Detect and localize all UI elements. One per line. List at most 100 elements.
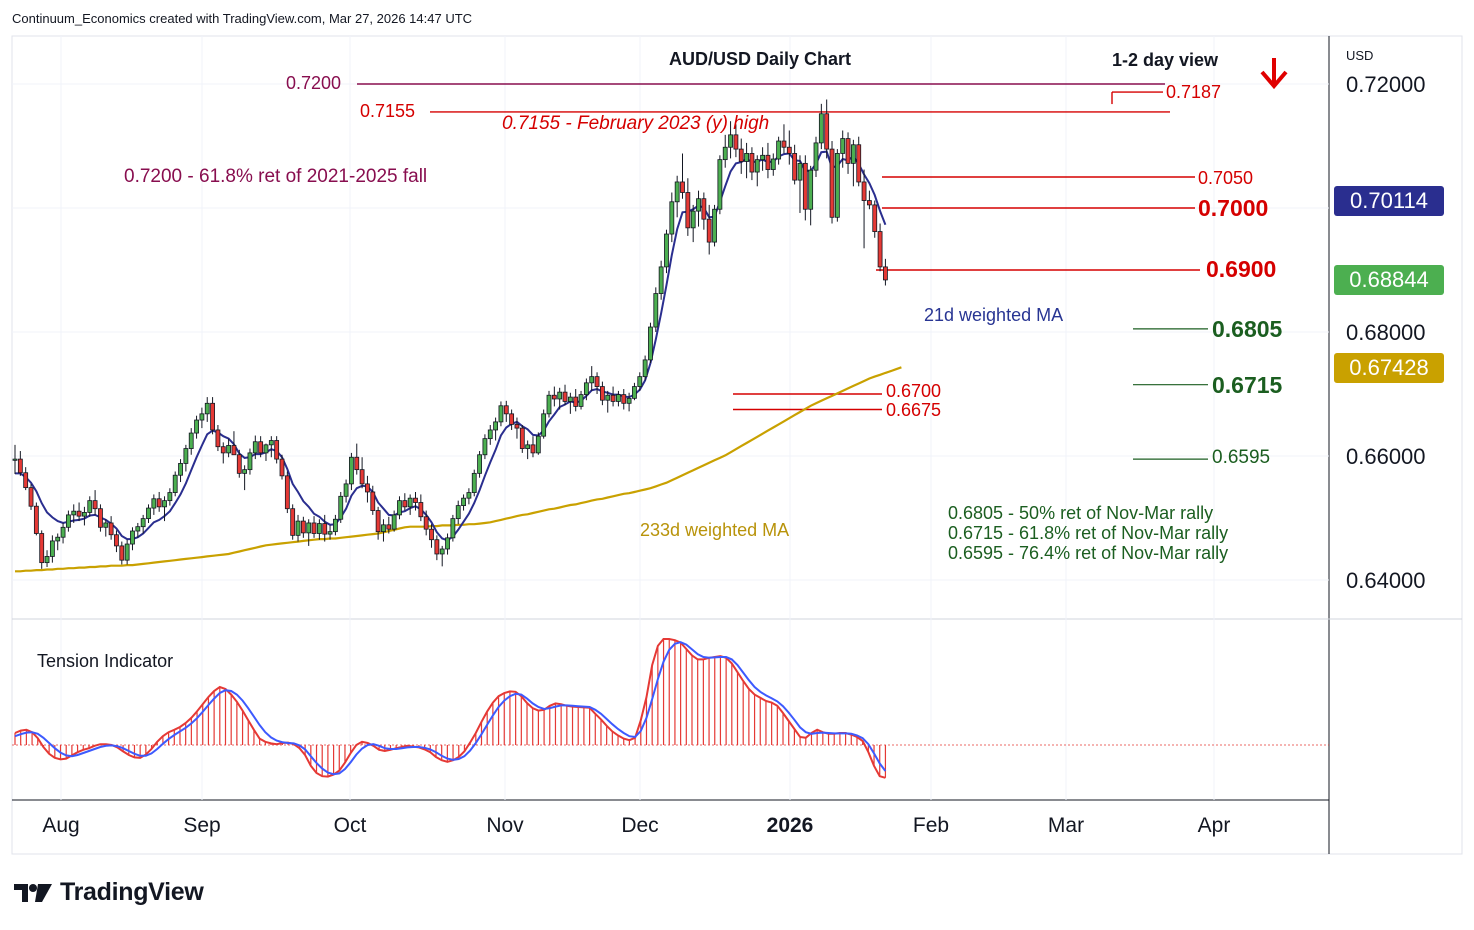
candle-body-up <box>808 169 814 210</box>
candle <box>872 200 878 238</box>
candle-body-down <box>76 510 82 517</box>
candle-body-down <box>792 153 798 181</box>
candle-body-up <box>770 158 776 170</box>
feb-high-note: 0.7155 - February 2023 (y) high <box>502 113 770 134</box>
candle-body-down <box>701 198 707 220</box>
candle-body-up <box>12 458 18 461</box>
candle <box>76 502 82 522</box>
candle-body-up <box>87 500 93 513</box>
candle <box>247 448 253 475</box>
candle-body-up <box>760 154 765 161</box>
candle <box>295 514 301 542</box>
candle-body-down <box>359 469 365 485</box>
candle <box>461 494 466 511</box>
candle <box>883 258 888 286</box>
candle-body-down <box>17 458 23 474</box>
tradingview-logo-icon <box>14 883 52 902</box>
candle-body-up <box>557 391 563 400</box>
candle <box>108 516 114 540</box>
candle-body-up <box>664 233 669 268</box>
candle <box>450 514 456 542</box>
candle-body-up <box>268 440 274 446</box>
candle <box>386 516 392 534</box>
candle-body-down <box>503 405 509 415</box>
candle-body-up <box>541 413 547 437</box>
candle-body-down <box>551 394 557 400</box>
candle <box>760 147 765 171</box>
candle-body-up <box>840 138 846 154</box>
candle <box>808 165 814 226</box>
candle <box>92 490 98 515</box>
candle <box>402 493 408 511</box>
level-label-6805: 0.6805 <box>1212 316 1283 342</box>
candle <box>642 355 648 381</box>
candle-body-up <box>648 326 653 361</box>
chart-title: AUD/USD Daily Chart <box>669 49 851 69</box>
candle <box>375 506 381 540</box>
candle-body-down <box>258 441 264 454</box>
price-tag-ma21: 0.70114 <box>1334 186 1444 216</box>
candle <box>765 142 771 179</box>
candle <box>669 192 675 243</box>
candle <box>156 491 162 512</box>
candle <box>429 524 434 548</box>
time-tick-label: Oct <box>334 814 367 837</box>
candle <box>220 442 226 464</box>
candle <box>60 522 66 544</box>
ma21-polyline <box>15 150 887 542</box>
candle-body-down <box>215 429 221 448</box>
candle-body-down <box>23 472 29 489</box>
candle-body-down <box>210 402 215 431</box>
candle-body-down <box>861 181 867 201</box>
candle-body-down <box>883 266 888 281</box>
candle-body-down <box>856 144 862 183</box>
candle-body-up <box>263 444 269 454</box>
tension-indicator <box>12 638 1329 779</box>
candle-body-up <box>183 448 189 464</box>
candle-body-up <box>445 537 450 550</box>
candle-body-up <box>632 386 637 399</box>
candle <box>439 545 445 567</box>
candle-body-up <box>674 181 680 203</box>
candle <box>541 409 547 439</box>
candle-body-up <box>146 507 151 520</box>
candle <box>680 153 685 199</box>
candle-body-up <box>493 421 499 431</box>
tradingview-brand-text: TradingView <box>60 878 204 906</box>
candle-body-down <box>562 391 568 402</box>
candle <box>258 436 264 458</box>
candle-body-down <box>274 440 280 460</box>
candle <box>391 510 397 532</box>
candle-body-up <box>605 394 611 401</box>
candle-body-down <box>530 444 536 454</box>
candle-body-up <box>194 419 199 434</box>
candle <box>114 530 119 553</box>
down-arrow-icon <box>1260 58 1288 90</box>
ret-6805-note: 0.6805 - 50% ret of Nov-Mar rally <box>948 503 1214 523</box>
candle <box>226 438 232 458</box>
candle <box>503 400 509 422</box>
candle <box>861 169 867 249</box>
candle-body-down <box>375 510 381 533</box>
candle-body-up <box>535 435 541 454</box>
candle <box>199 407 205 429</box>
candle-body-up <box>722 146 728 161</box>
candle-body-down <box>600 386 605 401</box>
candle <box>332 514 338 536</box>
tradingview-logo[interactable]: TradingView <box>14 878 204 907</box>
level-label-6700: 0.6700 <box>886 381 942 401</box>
candle <box>733 124 739 158</box>
candle <box>124 539 130 565</box>
candle <box>236 449 242 478</box>
level-label-7050: 0.7050 <box>1198 168 1254 188</box>
candle <box>824 99 830 159</box>
candle <box>557 387 563 410</box>
candle <box>242 465 248 491</box>
chart-frame <box>11 35 1463 855</box>
candle-body-up <box>626 397 632 404</box>
candle <box>648 322 653 363</box>
candle-body-down <box>509 413 515 425</box>
candle-body-down <box>872 204 878 232</box>
candle <box>263 443 269 461</box>
